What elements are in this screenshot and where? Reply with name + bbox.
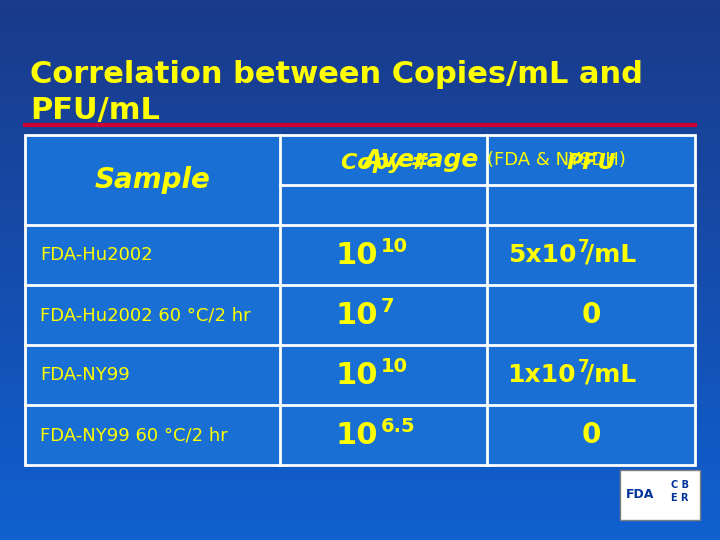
- Text: FDA-Hu2002 60 °C/2 hr: FDA-Hu2002 60 °C/2 hr: [40, 306, 251, 324]
- Text: 0: 0: [582, 301, 600, 329]
- Text: 10: 10: [336, 300, 379, 329]
- Text: 6.5: 6.5: [380, 417, 415, 436]
- Text: 10: 10: [336, 240, 379, 269]
- Text: 7: 7: [578, 238, 590, 256]
- Text: Average: Average: [363, 148, 487, 172]
- Text: FDA-NY99 60 °C/2 hr: FDA-NY99 60 °C/2 hr: [40, 426, 228, 444]
- Text: FDA-Hu2002: FDA-Hu2002: [40, 246, 153, 264]
- Text: C B: C B: [671, 480, 689, 490]
- Text: Copy #: Copy #: [341, 153, 426, 173]
- Text: PFU: PFU: [567, 153, 616, 173]
- Text: /mL: /mL: [585, 363, 636, 387]
- Text: 7: 7: [380, 298, 394, 316]
- Text: E R: E R: [671, 493, 689, 503]
- Text: 10: 10: [336, 361, 379, 389]
- Text: FDA-NY99: FDA-NY99: [40, 366, 130, 384]
- Text: Correlation between Copies/mL and
PFU/mL: Correlation between Copies/mL and PFU/mL: [30, 60, 643, 125]
- Text: 1x10: 1x10: [508, 363, 576, 387]
- Text: 5x10: 5x10: [508, 243, 576, 267]
- Text: FDA: FDA: [626, 489, 654, 502]
- Bar: [620, 470, 700, 520]
- Bar: [25, 135, 695, 465]
- Text: 7: 7: [578, 358, 590, 376]
- Text: 10: 10: [380, 238, 408, 256]
- Text: 10: 10: [380, 357, 408, 376]
- Text: (FDA & NYSDH): (FDA & NYSDH): [487, 151, 626, 169]
- Text: 10: 10: [336, 421, 379, 449]
- Text: /mL: /mL: [585, 243, 636, 267]
- Text: Sample: Sample: [94, 166, 210, 194]
- Text: 0: 0: [582, 421, 600, 449]
